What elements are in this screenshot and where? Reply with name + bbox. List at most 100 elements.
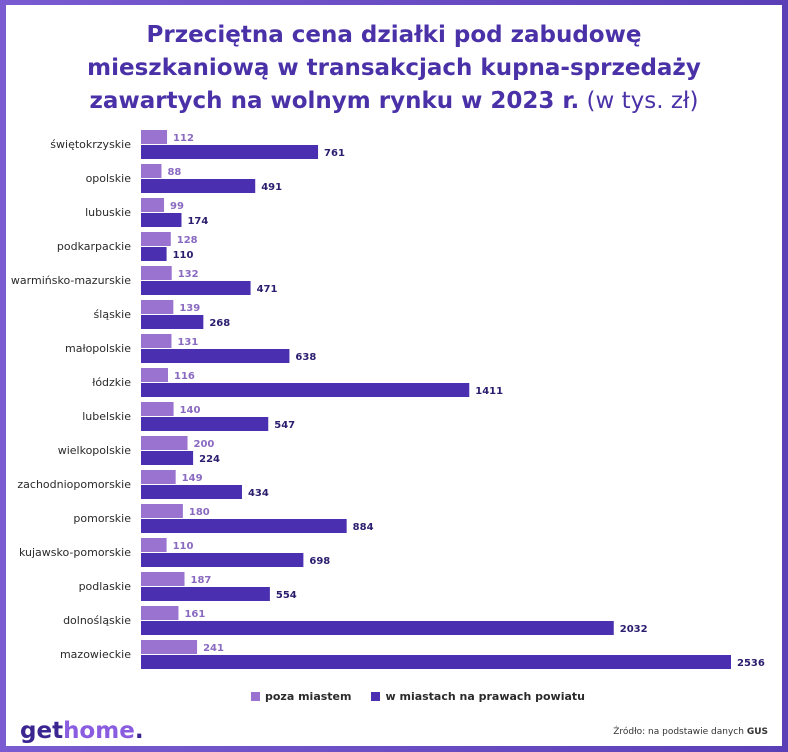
bar-outside: [141, 470, 176, 484]
bar-outside: [141, 164, 162, 178]
legend-item-city: w miastach na prawach powiatu: [371, 690, 585, 703]
bar-city: [141, 213, 182, 227]
value-label: 554: [276, 590, 297, 601]
value-label: 128: [177, 235, 198, 246]
bar-city: [141, 485, 242, 499]
category-label: kujawsko-pomorskie: [19, 546, 131, 559]
value-label: 434: [248, 488, 269, 499]
value-label: 161: [184, 609, 205, 620]
value-label: 99: [170, 201, 184, 212]
value-label: 268: [209, 318, 230, 329]
value-label: 116: [174, 371, 195, 382]
category-label: podkarpackie: [57, 240, 131, 253]
value-label: 88: [167, 167, 181, 178]
bar-city: [141, 417, 269, 431]
value-label: 180: [189, 507, 210, 518]
category-label: dolnośląskie: [63, 614, 131, 627]
logo-part-1: get: [20, 718, 64, 744]
value-label: 131: [177, 337, 198, 348]
bar-city: [141, 315, 204, 329]
category-label: pomorskie: [73, 512, 131, 525]
category-label: śląskie: [94, 308, 132, 321]
category-label: małopolskie: [65, 342, 131, 355]
value-label: 2032: [620, 624, 648, 635]
category-label: łódzkie: [92, 376, 131, 389]
legend-swatch-outside: [251, 692, 260, 701]
source-bold: GUS: [746, 727, 768, 737]
bar-city: [141, 349, 290, 363]
value-label: 110: [173, 541, 194, 552]
value-label: 471: [257, 284, 278, 295]
bar-outside: [141, 300, 174, 314]
source-note: Źródło: na podstawie danych GUS: [613, 727, 768, 737]
source-prefix: Źródło: na podstawie danych: [613, 727, 747, 737]
category-label: lubuskie: [85, 206, 131, 219]
value-label: 2536: [737, 658, 765, 669]
value-label: 132: [178, 269, 199, 280]
value-label: 174: [187, 216, 208, 227]
bar-outside: [141, 368, 168, 382]
bar-outside: [141, 640, 198, 654]
legend-swatch-city: [371, 692, 381, 701]
bar-city: [141, 519, 347, 533]
value-label: 200: [194, 439, 215, 450]
category-label: wielkopolskie: [58, 444, 132, 457]
category-label: opolskie: [86, 172, 132, 185]
bar-outside: [141, 130, 168, 144]
value-label: 698: [309, 556, 330, 567]
value-label: 187: [191, 575, 212, 586]
bar-outside: [141, 402, 174, 416]
title-line-3: zawartych na wolnym rynku w 2023 r. (w t…: [6, 85, 782, 118]
bar-city: [141, 621, 614, 635]
value-label: 547: [274, 420, 295, 431]
value-label: 139: [179, 303, 200, 314]
category-label: podlaskie: [79, 580, 132, 593]
chart-legend: poza miastem w miastach na prawach powia…: [251, 690, 605, 703]
value-label: 1411: [475, 386, 503, 397]
value-label: 761: [324, 148, 345, 159]
category-label: zachodniopomorskie: [17, 478, 131, 491]
category-label: świętokrzyskie: [50, 138, 131, 151]
bar-outside: [141, 504, 183, 518]
bar-outside: [141, 198, 165, 212]
bar-city: [141, 451, 194, 465]
bar-city: [141, 281, 251, 295]
bar-outside: [141, 538, 167, 552]
value-label: 224: [199, 454, 220, 465]
logo-part-2: home: [63, 718, 135, 744]
bar-city: [141, 247, 167, 261]
title-line-3-text: zawartych na wolnym rynku w 2023 r.: [89, 88, 580, 114]
chart-card: Przeciętna cena działki pod zabudowę mie…: [6, 5, 782, 746]
bar-outside: [141, 334, 172, 348]
bar-city: [141, 553, 304, 567]
category-label: warmińsko-mazurskie: [11, 274, 131, 287]
value-label: 241: [203, 643, 224, 654]
value-label: 638: [295, 352, 316, 363]
bar-city: [141, 179, 256, 193]
value-label: 491: [261, 182, 282, 193]
value-label: 884: [353, 522, 374, 533]
bar-chart: świętokrzyskie 112 761 opolskie 88 491 lubuski…: [11, 130, 765, 669]
title-line-1: Przeciętna cena działki pod zabudowę: [146, 22, 642, 48]
bar-city: [141, 655, 731, 669]
value-label: 149: [182, 473, 203, 484]
value-label: 140: [180, 405, 201, 416]
bar-city: [141, 587, 270, 601]
bar-outside: [141, 606, 179, 620]
title-unit: (w tys. zł): [579, 88, 699, 114]
legend-item-outside: poza miastem: [251, 690, 351, 703]
legend-label-city: w miastach na prawach powiatu: [385, 690, 585, 703]
bar-outside: [141, 232, 171, 246]
chart-title: Przeciętna cena działki pod zabudowę mie…: [6, 19, 782, 118]
value-label: 110: [173, 250, 194, 261]
bar-city: [141, 145, 319, 159]
bar-outside: [141, 436, 188, 450]
legend-label-outside: poza miastem: [265, 690, 352, 703]
category-label: lubelskie: [82, 410, 131, 423]
title-line-2: mieszkaniową w transakcjach kupna-sprzed…: [87, 55, 701, 81]
gethome-logo: gethome.: [20, 718, 144, 744]
bar-city: [141, 383, 470, 397]
bar-outside: [141, 572, 185, 586]
value-label: 112: [173, 133, 194, 144]
category-label: mazowieckie: [60, 648, 131, 661]
